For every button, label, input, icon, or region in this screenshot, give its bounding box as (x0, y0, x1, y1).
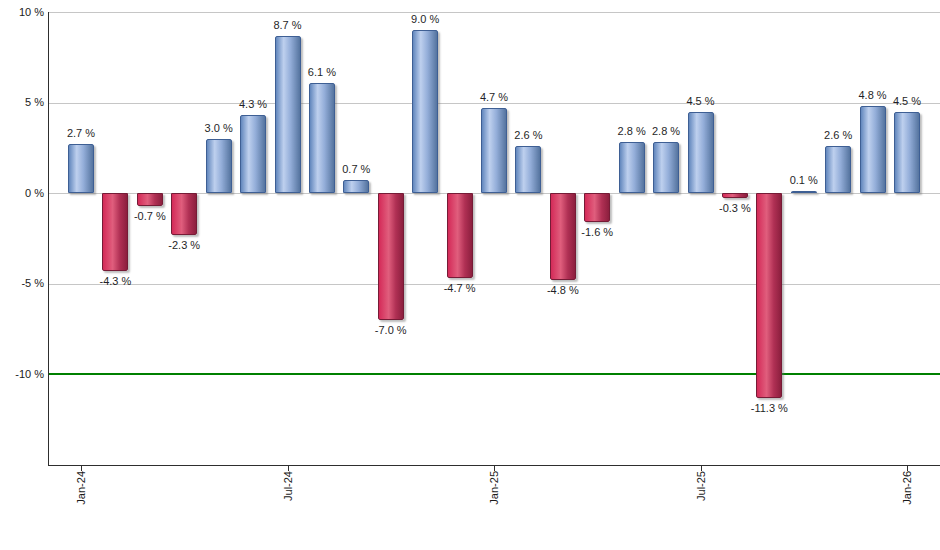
bar-value-label: 6.1 % (292, 66, 352, 79)
x-axis-tick-label: Jan-24 (74, 471, 88, 505)
x-axis-tick-label: Jul-24 (281, 471, 295, 501)
bar-value-label: -11.3 % (739, 402, 799, 415)
bar-value-label: -4.3 % (85, 275, 145, 288)
bar-Nov-24[interactable] (412, 30, 438, 193)
x-axis-tick (288, 466, 289, 471)
bar-Apr-25[interactable] (584, 193, 610, 222)
bar-Nov-25[interactable] (825, 146, 851, 193)
bar-Jul-24[interactable] (275, 36, 301, 193)
bar-value-label: 0.7 % (326, 163, 386, 176)
bar-value-label: 8.7 % (258, 19, 318, 32)
bar-Jan-25[interactable] (481, 108, 507, 193)
bar-value-label: 4.7 % (464, 91, 524, 104)
bar-value-label: 2.7 % (51, 127, 111, 140)
bar-Jan-24[interactable] (68, 144, 94, 193)
bar-Sep-24[interactable] (343, 180, 369, 193)
x-axis-tick (701, 466, 702, 471)
bar-Feb-24[interactable] (102, 193, 128, 271)
bar-Apr-24[interactable] (171, 193, 197, 235)
bar-Dec-25[interactable] (860, 106, 886, 193)
bar-May-24[interactable] (206, 139, 232, 193)
bar-Jul-25[interactable] (688, 112, 714, 193)
y-axis-tick-label: -10 % (0, 368, 44, 381)
y-axis-tick-label: 10 % (0, 6, 44, 19)
bar-value-label: -4.7 % (430, 282, 490, 295)
bar-Aug-25[interactable] (722, 193, 748, 198)
bar-Dec-24[interactable] (447, 193, 473, 278)
bar-Aug-24[interactable] (309, 83, 335, 193)
bar-value-label: 4.5 % (877, 95, 937, 108)
x-axis-tick (907, 466, 908, 471)
bar-value-label: -2.3 % (154, 239, 214, 252)
monthly-returns-bar-chart: 10 %5 %0 %-5 %-10 %2.7 %-4.3 %-0.7 %-2.3… (0, 0, 940, 550)
x-axis-tick-label: Jan-26 (900, 471, 914, 505)
bar-value-label: -4.8 % (533, 284, 593, 297)
bar-Oct-25[interactable] (791, 191, 817, 193)
bar-Jun-25[interactable] (653, 142, 679, 193)
y-axis-tick-label: 0 % (0, 187, 44, 200)
bar-Jan-26[interactable] (894, 112, 920, 193)
bar-Sep-25[interactable] (756, 193, 782, 398)
bar-May-25[interactable] (619, 142, 645, 193)
bar-Jun-24[interactable] (240, 115, 266, 193)
bar-value-label: 2.6 % (498, 129, 558, 142)
bar-Feb-25[interactable] (515, 146, 541, 193)
bar-value-label: 9.0 % (395, 13, 455, 26)
bar-Oct-24[interactable] (378, 193, 404, 320)
x-axis-tick (81, 466, 82, 471)
y-axis-tick-label: -5 % (0, 277, 44, 290)
y-gridline (48, 12, 940, 13)
y-axis-tick-label: 5 % (0, 96, 44, 109)
x-axis-tick-label: Jul-25 (694, 471, 708, 501)
threshold-line (48, 373, 940, 375)
bar-value-label: 4.5 % (671, 95, 731, 108)
bar-value-label: -1.6 % (567, 226, 627, 239)
bar-value-label: -7.0 % (361, 324, 421, 337)
x-axis-tick (494, 466, 495, 471)
y-gridline (48, 284, 940, 285)
bar-Mar-24[interactable] (137, 193, 163, 206)
y-axis-line (48, 12, 49, 465)
x-axis-tick-label: Jan-25 (487, 471, 501, 505)
